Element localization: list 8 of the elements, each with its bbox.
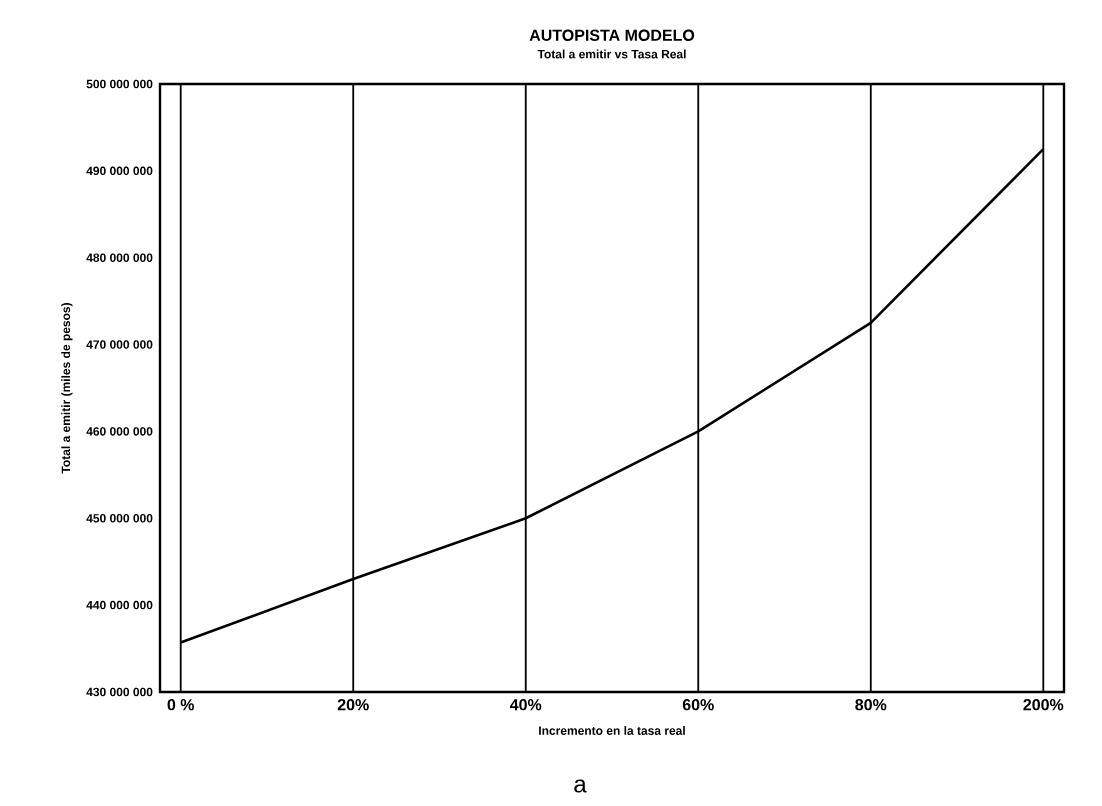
text: a <box>574 779 587 793</box>
x-tick-label: 0 % <box>167 699 195 711</box>
x-tick-label: 80% <box>855 699 887 711</box>
chart-title: AUTOPISTA MODELO <box>529 29 695 41</box>
x-tick-label: 200% <box>1023 699 1064 711</box>
x-tick-label: 20% <box>337 699 369 711</box>
x-tick-label: 60% <box>682 699 714 711</box>
x-tick-label: 40% <box>509 699 542 711</box>
